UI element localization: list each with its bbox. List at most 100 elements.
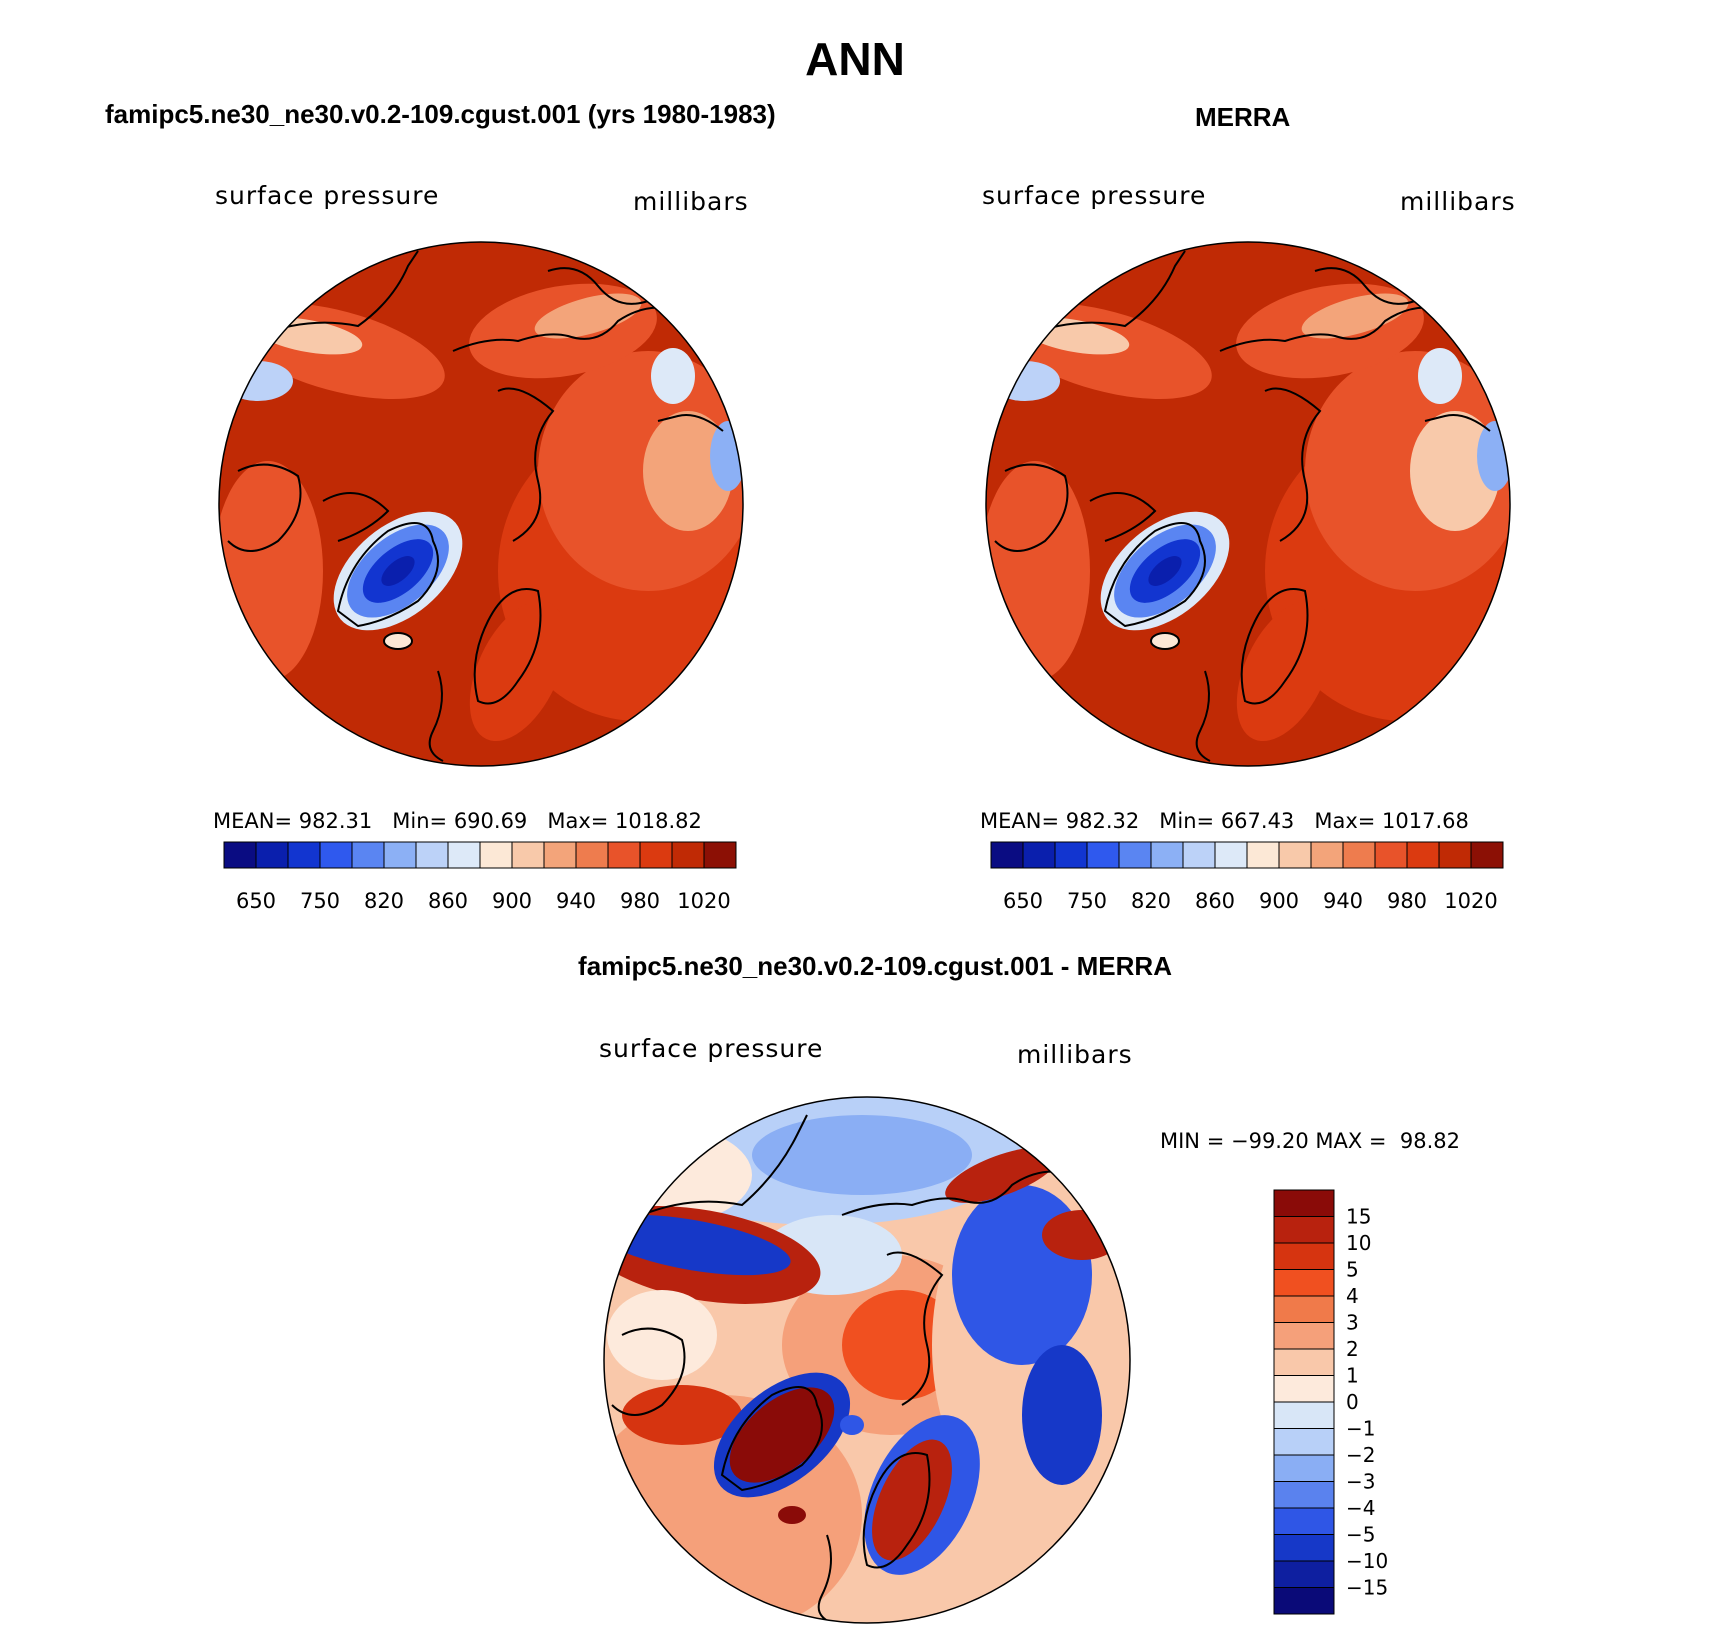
panel-1-colorbar-box-11 (575, 841, 609, 869)
panel-3-colorbar-tick-label: 4 (1346, 1284, 1359, 1308)
panel-2-variable-label: surface pressure (982, 181, 1207, 210)
panel-3-siberia-positive-2 (1042, 1210, 1122, 1260)
panel-3-colorbar-tick-label: 3 (1346, 1311, 1359, 1335)
panel-2-colorbar-box-8 (1246, 841, 1280, 869)
panel-3-labrador-field (622, 1385, 742, 1445)
panel-2-colorbar-box-5 (1150, 841, 1184, 869)
panel-1-polar-map (218, 241, 744, 767)
panel-2-iceland-field (1151, 633, 1179, 649)
panel-2-colorbar-tick-label: 980 (1387, 889, 1427, 910)
panel-3-stats: MIN = −99.20 MAX = 98.82 (1160, 1129, 1460, 1153)
panel-1-colorbar-tick-label: 820 (364, 889, 404, 910)
panel-3-colorbar-box-7 (1273, 1375, 1335, 1403)
panel-3-iceland-positive (778, 1506, 806, 1524)
panel-1-coast-hudson (227, 463, 302, 552)
panel-2-colorbar-box-10 (1310, 841, 1344, 869)
panel-2-tibet-field (1410, 411, 1500, 531)
panel-3-colorbar-tick-label: −1 (1346, 1417, 1375, 1441)
panel-2-coast-archipelago (1089, 492, 1157, 542)
panel-1-colorbar-box-8 (479, 841, 513, 869)
panel-3-coast-siberia (841, 1170, 1073, 1216)
mean-label: MEAN= (213, 809, 293, 833)
panel-2-field (986, 242, 1510, 766)
panel-3-pacific-negative-core (752, 1115, 972, 1195)
panel-3-colorbar-box-9 (1273, 1428, 1335, 1456)
panel-2-map-border (985, 241, 1511, 767)
panel-3-title: famipc5.ne30_ne30.v0.2-109.cgust.001 - M… (578, 951, 1172, 981)
panel-3-colorbar-tick-label: 15 (1346, 1205, 1371, 1229)
panel-2-colorbar-box-6 (1182, 841, 1216, 869)
panel-2-colorbar-box-3 (1086, 841, 1120, 869)
panel-1-title: famipc5.ne30_ne30.v0.2-109.cgust.001 (yr… (105, 99, 776, 129)
min-value: 667.43 (1220, 809, 1295, 833)
panel-2-colorbar-box-14 (1438, 841, 1472, 869)
panel-2-coast-hudson (994, 463, 1069, 552)
panel-1-greenland-core (381, 556, 415, 586)
panel-1-colorbar-tick-label: 980 (620, 889, 660, 910)
panel-2-colorbar-box-15 (1470, 841, 1504, 869)
panel-2-colorbar-box-7 (1214, 841, 1248, 869)
panel-1-units-label: millibars (633, 187, 749, 216)
panel-3-coast-greenland (720, 1386, 823, 1492)
panel-1-colorbar-box-1 (255, 841, 289, 869)
panel-3-coast-hudson (611, 1327, 686, 1416)
panel-1-coast-siberia (452, 306, 679, 352)
mean-value: 982.31 (298, 809, 373, 833)
panel-1-coast-greenland (336, 522, 439, 628)
max-value: 1018.82 (615, 809, 702, 833)
panel-3-colorbar-box-3 (1273, 1269, 1335, 1297)
panel-3-colorbar-box-14 (1273, 1560, 1335, 1588)
panel-1-coast-scandinavia (473, 588, 542, 705)
panel-1-colorbar: 650 750 820 860 900 940 980 1020 (223, 841, 737, 910)
panel-2-mountains-field (1301, 293, 1409, 339)
panel-2-colorbar-box-0 (990, 841, 1024, 869)
panel-2-colorbar-tick-label: 1020 (1444, 889, 1497, 910)
min-value: −99.20 (1230, 1129, 1309, 1153)
panel-1-coast-iceland (383, 632, 413, 650)
panel-3-colorbar-tick-label: −5 (1346, 1523, 1375, 1547)
panel-1-colorbar-box-6 (415, 841, 449, 869)
panel-3-asia-negative-2 (1022, 1345, 1102, 1485)
panel-2-greenland-core (1148, 556, 1182, 586)
panel-1-colorbar-box-0 (223, 841, 257, 869)
panel-2-colorbar-box-4 (1118, 841, 1152, 869)
panel-3-colorbar-tick-label: 0 (1346, 1390, 1359, 1414)
max-value: 1017.68 (1382, 809, 1469, 833)
panel-1-plateau-field (651, 348, 695, 404)
max-label: Max= (1314, 809, 1376, 833)
panel-2-title: MERRA (1195, 102, 1291, 132)
min-label: Min= (392, 809, 448, 833)
panel-1-tibet-field (643, 411, 733, 531)
panel-1-colorbar-box-2 (287, 841, 321, 869)
panel-3-coast-scandinavia (862, 1452, 931, 1569)
panel-2-coast-greenland (1103, 522, 1206, 628)
panel-2-coast-scandinavia (1240, 588, 1309, 705)
panel-1-colorbar-box-3 (319, 841, 353, 869)
panel-1-field (219, 242, 743, 766)
panel-1-colorbar-tick-label: 860 (428, 889, 468, 910)
panel-3-field (604, 1097, 1130, 1623)
panel-1-colorbar-box-7 (447, 841, 481, 869)
min-label: MIN = (1160, 1129, 1225, 1153)
panel-2-colorbar-box-11 (1342, 841, 1376, 869)
panel-2-colorbar-box-2 (1054, 841, 1088, 869)
panel-1-colorbar-tick-label: 940 (556, 889, 596, 910)
min-label: Min= (1159, 809, 1215, 833)
mean-value: 982.32 (1065, 809, 1140, 833)
panel-1-coast-kamchatka (547, 267, 649, 305)
panel-1-colorbar-box-5 (383, 841, 417, 869)
panel-2-units-label: millibars (1400, 187, 1516, 216)
max-label: Max= (547, 809, 609, 833)
panel-1-iceland-field (384, 633, 412, 649)
panel-3-colorbar-box-4 (1273, 1295, 1335, 1323)
panel-1-europe-field (469, 600, 567, 742)
panel-2-coast-siberia (1219, 306, 1446, 352)
panel-3-colorbar-box-13 (1273, 1534, 1335, 1562)
panel-3-colorbar-tick-label: 10 (1346, 1231, 1371, 1255)
panel-2-coast-caspian (1424, 414, 1491, 432)
panel-3-colorbar-tick-label: 5 (1346, 1258, 1359, 1282)
panel-3-colorbar-box-12 (1273, 1507, 1335, 1535)
panel-1-coast-caspian (657, 414, 724, 432)
panel-3-colorbar-tick-label: 1 (1346, 1364, 1359, 1388)
